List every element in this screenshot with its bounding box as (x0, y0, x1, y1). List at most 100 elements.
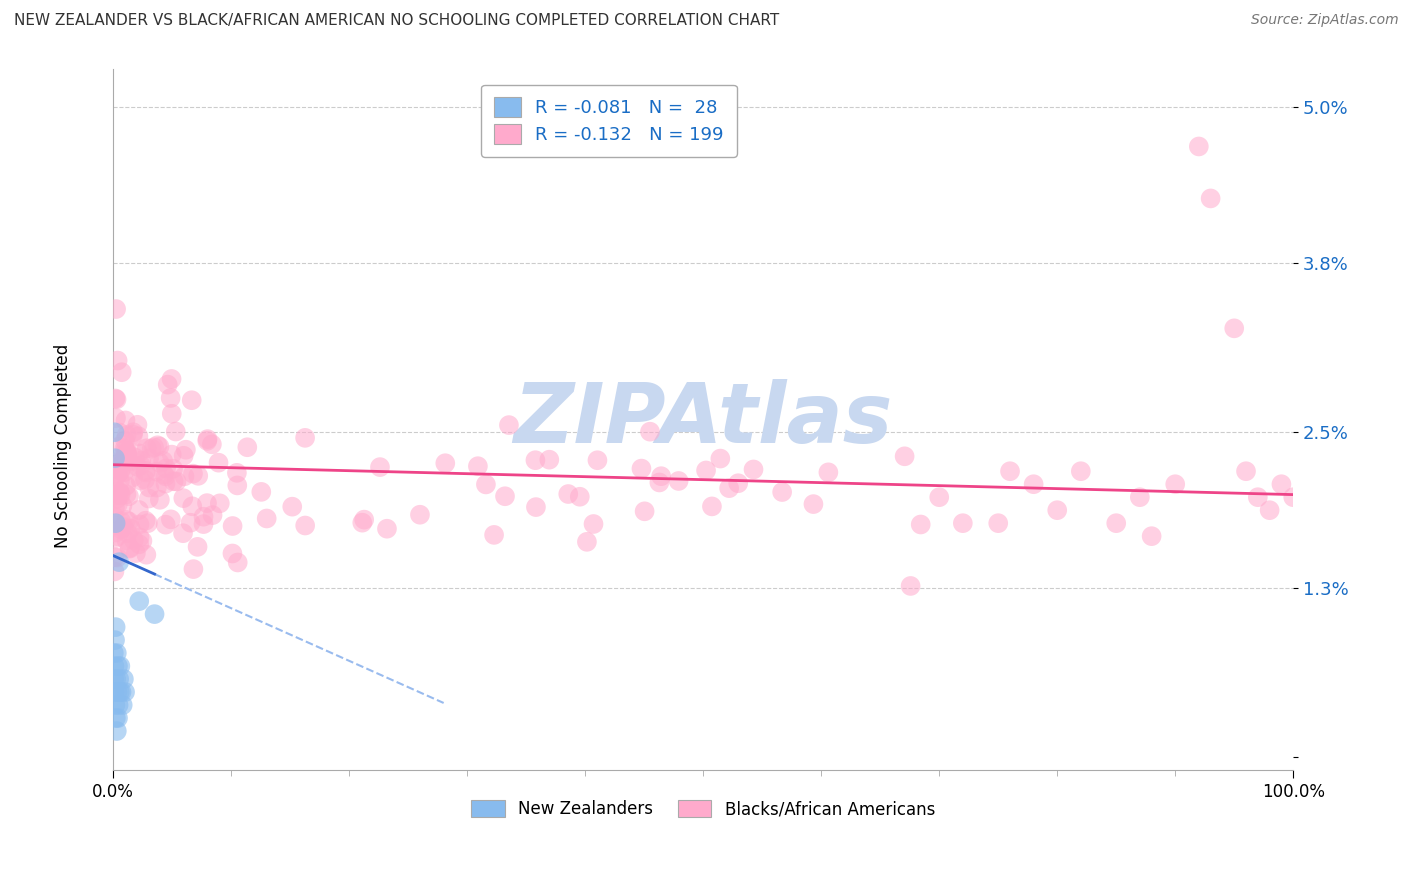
Point (146, 438, 169, 452)
Point (122, 533, 145, 548)
Point (105, 550, 128, 565)
Point (114, 451, 136, 466)
Point (104, 455, 127, 469)
Point (1270, 477, 1292, 491)
Point (104, 620, 127, 634)
Point (128, 446, 150, 460)
Point (134, 473, 156, 487)
Point (129, 458, 152, 473)
Point (149, 492, 172, 507)
Point (128, 594, 150, 608)
Point (103, 659, 125, 673)
Point (153, 467, 176, 482)
Point (1164, 477, 1187, 491)
Point (148, 456, 170, 470)
Point (107, 711, 129, 725)
Point (107, 498, 129, 512)
Point (183, 562, 205, 576)
Point (118, 515, 141, 529)
Point (467, 459, 489, 474)
Point (498, 418, 520, 433)
Point (281, 500, 304, 514)
Point (160, 407, 183, 421)
Point (110, 464, 132, 478)
Point (103, 475, 125, 489)
Point (695, 463, 717, 477)
Point (115, 447, 138, 461)
Point (114, 413, 136, 427)
Point (135, 548, 157, 562)
Point (135, 514, 157, 528)
Point (128, 537, 150, 551)
Point (103, 565, 125, 579)
Point (226, 556, 249, 570)
Point (250, 484, 273, 499)
Point (727, 476, 749, 491)
Point (105, 488, 128, 502)
Point (165, 425, 187, 439)
Point (108, 425, 131, 440)
Point (195, 496, 218, 510)
Point (105, 646, 128, 660)
Point (1129, 490, 1152, 504)
Point (524, 453, 547, 467)
Point (494, 489, 516, 503)
Point (104, 633, 127, 648)
Point (127, 429, 149, 443)
Point (1199, 191, 1222, 205)
Point (120, 522, 142, 536)
Point (114, 434, 136, 448)
Point (201, 508, 224, 522)
Point (482, 528, 505, 542)
Point (409, 508, 432, 522)
Point (294, 431, 316, 445)
Point (135, 442, 157, 456)
Point (146, 481, 169, 495)
Point (742, 462, 765, 476)
Point (129, 474, 152, 488)
Point (103, 509, 125, 524)
Point (557, 487, 579, 501)
Point (108, 555, 131, 569)
Point (155, 476, 177, 491)
Point (128, 503, 150, 517)
Point (112, 466, 135, 480)
Point (103, 481, 125, 495)
Point (650, 469, 672, 483)
Point (1247, 490, 1270, 504)
Legend: New Zealanders, Blacks/African Americans: New Zealanders, Blacks/African Americans (465, 793, 942, 825)
Point (115, 487, 138, 501)
Point (668, 474, 690, 488)
Point (193, 517, 215, 532)
Point (538, 452, 561, 467)
Point (173, 469, 195, 483)
Point (115, 479, 138, 493)
Point (803, 497, 825, 511)
Point (172, 526, 194, 541)
Point (633, 504, 655, 518)
Point (107, 440, 129, 454)
Point (105, 491, 128, 506)
Point (987, 516, 1010, 531)
Point (172, 491, 194, 505)
Point (162, 475, 184, 489)
Point (125, 546, 148, 560)
Point (709, 451, 731, 466)
Point (104, 516, 127, 531)
Text: No Schooling Completed: No Schooling Completed (55, 344, 72, 548)
Point (353, 513, 375, 527)
Point (143, 440, 166, 454)
Point (1223, 321, 1246, 335)
Point (107, 698, 129, 712)
Point (928, 490, 950, 504)
Point (180, 516, 202, 530)
Point (952, 516, 974, 531)
Point (104, 392, 127, 406)
Point (207, 456, 229, 470)
Point (121, 454, 143, 468)
Point (110, 486, 132, 500)
Point (141, 442, 163, 456)
Point (160, 448, 183, 462)
Point (108, 484, 131, 499)
Point (638, 425, 661, 439)
